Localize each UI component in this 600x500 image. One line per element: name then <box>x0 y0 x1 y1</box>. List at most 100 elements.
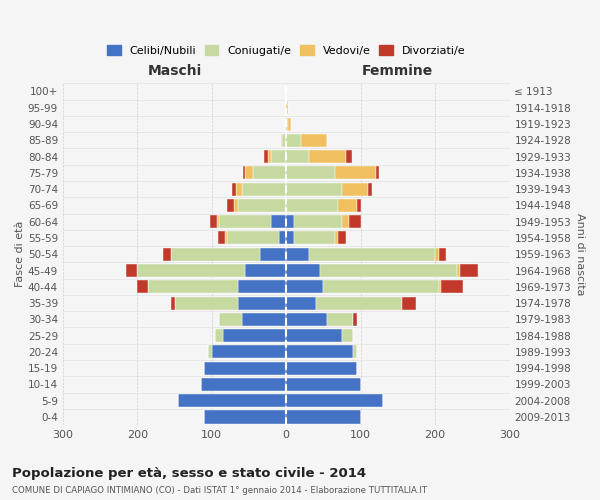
Bar <box>271 215 286 228</box>
Bar <box>441 280 463 293</box>
Bar <box>227 232 279 244</box>
Bar <box>293 232 335 244</box>
Bar <box>232 182 236 196</box>
Bar <box>285 118 286 130</box>
Bar <box>208 346 212 358</box>
Bar <box>286 101 287 114</box>
Bar <box>286 329 342 342</box>
Bar <box>286 362 357 374</box>
Bar <box>163 248 171 261</box>
Bar <box>346 150 352 163</box>
Bar <box>286 313 327 326</box>
Bar <box>368 182 372 196</box>
Bar <box>308 248 435 261</box>
Bar <box>236 182 242 196</box>
Bar <box>327 313 353 326</box>
Bar <box>137 264 245 277</box>
Bar <box>460 264 478 277</box>
Bar <box>253 166 286 179</box>
Bar <box>286 296 316 310</box>
Bar <box>286 232 293 244</box>
Bar <box>175 296 238 310</box>
Bar <box>171 248 260 261</box>
Bar <box>357 199 361 212</box>
Bar <box>286 346 353 358</box>
Bar <box>342 329 353 342</box>
Bar <box>209 215 217 228</box>
Bar <box>401 296 416 310</box>
Bar <box>287 118 292 130</box>
Bar <box>245 166 253 179</box>
Bar <box>286 150 308 163</box>
Bar <box>205 410 286 424</box>
Bar <box>286 215 293 228</box>
Bar <box>212 346 286 358</box>
Bar <box>126 264 137 277</box>
Bar <box>376 166 379 179</box>
Bar <box>219 313 242 326</box>
Bar <box>137 280 148 293</box>
Bar <box>205 362 286 374</box>
Bar <box>338 232 346 244</box>
Bar <box>234 199 238 212</box>
Bar <box>338 199 357 212</box>
Bar <box>238 296 286 310</box>
Bar <box>286 394 383 407</box>
Bar <box>286 199 338 212</box>
Bar <box>238 199 286 212</box>
Bar <box>223 329 286 342</box>
Bar <box>435 248 439 261</box>
Bar <box>301 134 327 147</box>
Y-axis label: Fasce di età: Fasce di età <box>15 221 25 288</box>
Bar <box>171 296 175 310</box>
Bar <box>335 232 338 244</box>
Bar <box>316 296 401 310</box>
Bar <box>260 248 286 261</box>
Bar <box>457 264 460 277</box>
Bar <box>286 248 308 261</box>
Text: Maschi: Maschi <box>148 64 202 78</box>
Bar <box>271 150 286 163</box>
Bar <box>283 134 286 147</box>
Text: Popolazione per età, sesso e stato civile - 2014: Popolazione per età, sesso e stato civil… <box>12 468 366 480</box>
Bar <box>245 264 286 277</box>
Bar <box>293 215 342 228</box>
Bar <box>242 313 286 326</box>
Bar <box>439 248 446 261</box>
Bar <box>286 410 361 424</box>
Bar <box>243 166 245 179</box>
Bar <box>335 166 376 179</box>
Bar <box>264 150 268 163</box>
Bar <box>219 215 271 228</box>
Bar <box>286 280 323 293</box>
Bar <box>286 378 361 391</box>
Bar <box>286 166 335 179</box>
Text: Femmine: Femmine <box>362 64 433 78</box>
Bar <box>349 215 361 228</box>
Bar <box>323 280 439 293</box>
Bar <box>178 394 286 407</box>
Bar <box>218 232 225 244</box>
Bar <box>268 150 271 163</box>
Bar <box>353 346 357 358</box>
Bar <box>227 199 234 212</box>
Bar <box>342 182 368 196</box>
Bar <box>286 182 342 196</box>
Bar <box>286 118 287 130</box>
Bar <box>439 280 441 293</box>
Bar <box>308 150 346 163</box>
Bar <box>242 182 286 196</box>
Bar <box>279 232 286 244</box>
Legend: Celibi/Nubili, Coniugati/e, Vedovi/e, Divorziati/e: Celibi/Nubili, Coniugati/e, Vedovi/e, Di… <box>103 41 469 60</box>
Bar <box>286 264 320 277</box>
Y-axis label: Anni di nascita: Anni di nascita <box>575 213 585 296</box>
Bar <box>286 134 301 147</box>
Bar <box>215 329 223 342</box>
Bar <box>238 280 286 293</box>
Text: COMUNE DI CAPIAGO INTIMIANO (CO) - Dati ISTAT 1° gennaio 2014 - Elaborazione TUT: COMUNE DI CAPIAGO INTIMIANO (CO) - Dati … <box>12 486 427 495</box>
Bar <box>200 378 286 391</box>
Bar <box>148 280 238 293</box>
Bar <box>225 232 227 244</box>
Bar <box>342 215 349 228</box>
Bar <box>320 264 457 277</box>
